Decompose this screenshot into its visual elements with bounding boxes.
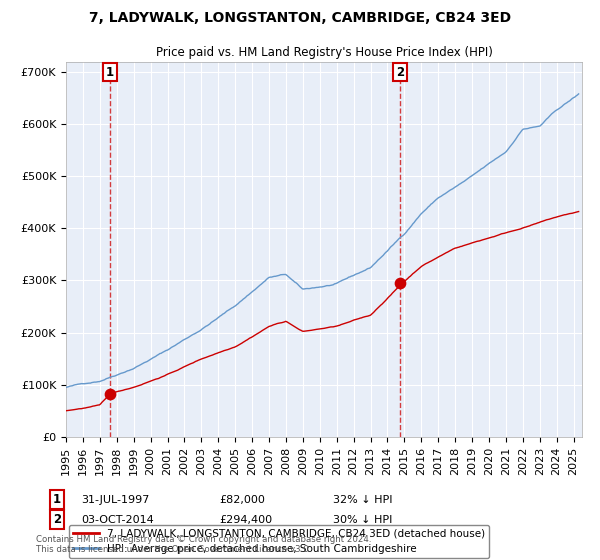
- Text: 1: 1: [53, 493, 61, 506]
- Text: £294,400: £294,400: [219, 515, 272, 525]
- Title: Price paid vs. HM Land Registry's House Price Index (HPI): Price paid vs. HM Land Registry's House …: [155, 46, 493, 59]
- Legend: 7, LADYWALK, LONGSTANTON, CAMBRIDGE, CB24 3ED (detached house), HPI: Average pri: 7, LADYWALK, LONGSTANTON, CAMBRIDGE, CB2…: [68, 525, 490, 558]
- Point: [105, 390, 115, 399]
- Text: 32% ↓ HPI: 32% ↓ HPI: [333, 494, 392, 505]
- Text: 2: 2: [396, 66, 404, 78]
- Text: 03-OCT-2014: 03-OCT-2014: [81, 515, 154, 525]
- Text: Contains HM Land Registry data © Crown copyright and database right 2024.
This d: Contains HM Land Registry data © Crown c…: [36, 535, 371, 554]
- Text: 31-JUL-1997: 31-JUL-1997: [81, 494, 149, 505]
- Text: 1: 1: [106, 66, 114, 78]
- Text: 2: 2: [53, 513, 61, 526]
- Point: [395, 279, 405, 288]
- Text: £82,000: £82,000: [219, 494, 265, 505]
- Text: 30% ↓ HPI: 30% ↓ HPI: [333, 515, 392, 525]
- Text: 7, LADYWALK, LONGSTANTON, CAMBRIDGE, CB24 3ED: 7, LADYWALK, LONGSTANTON, CAMBRIDGE, CB2…: [89, 11, 511, 25]
